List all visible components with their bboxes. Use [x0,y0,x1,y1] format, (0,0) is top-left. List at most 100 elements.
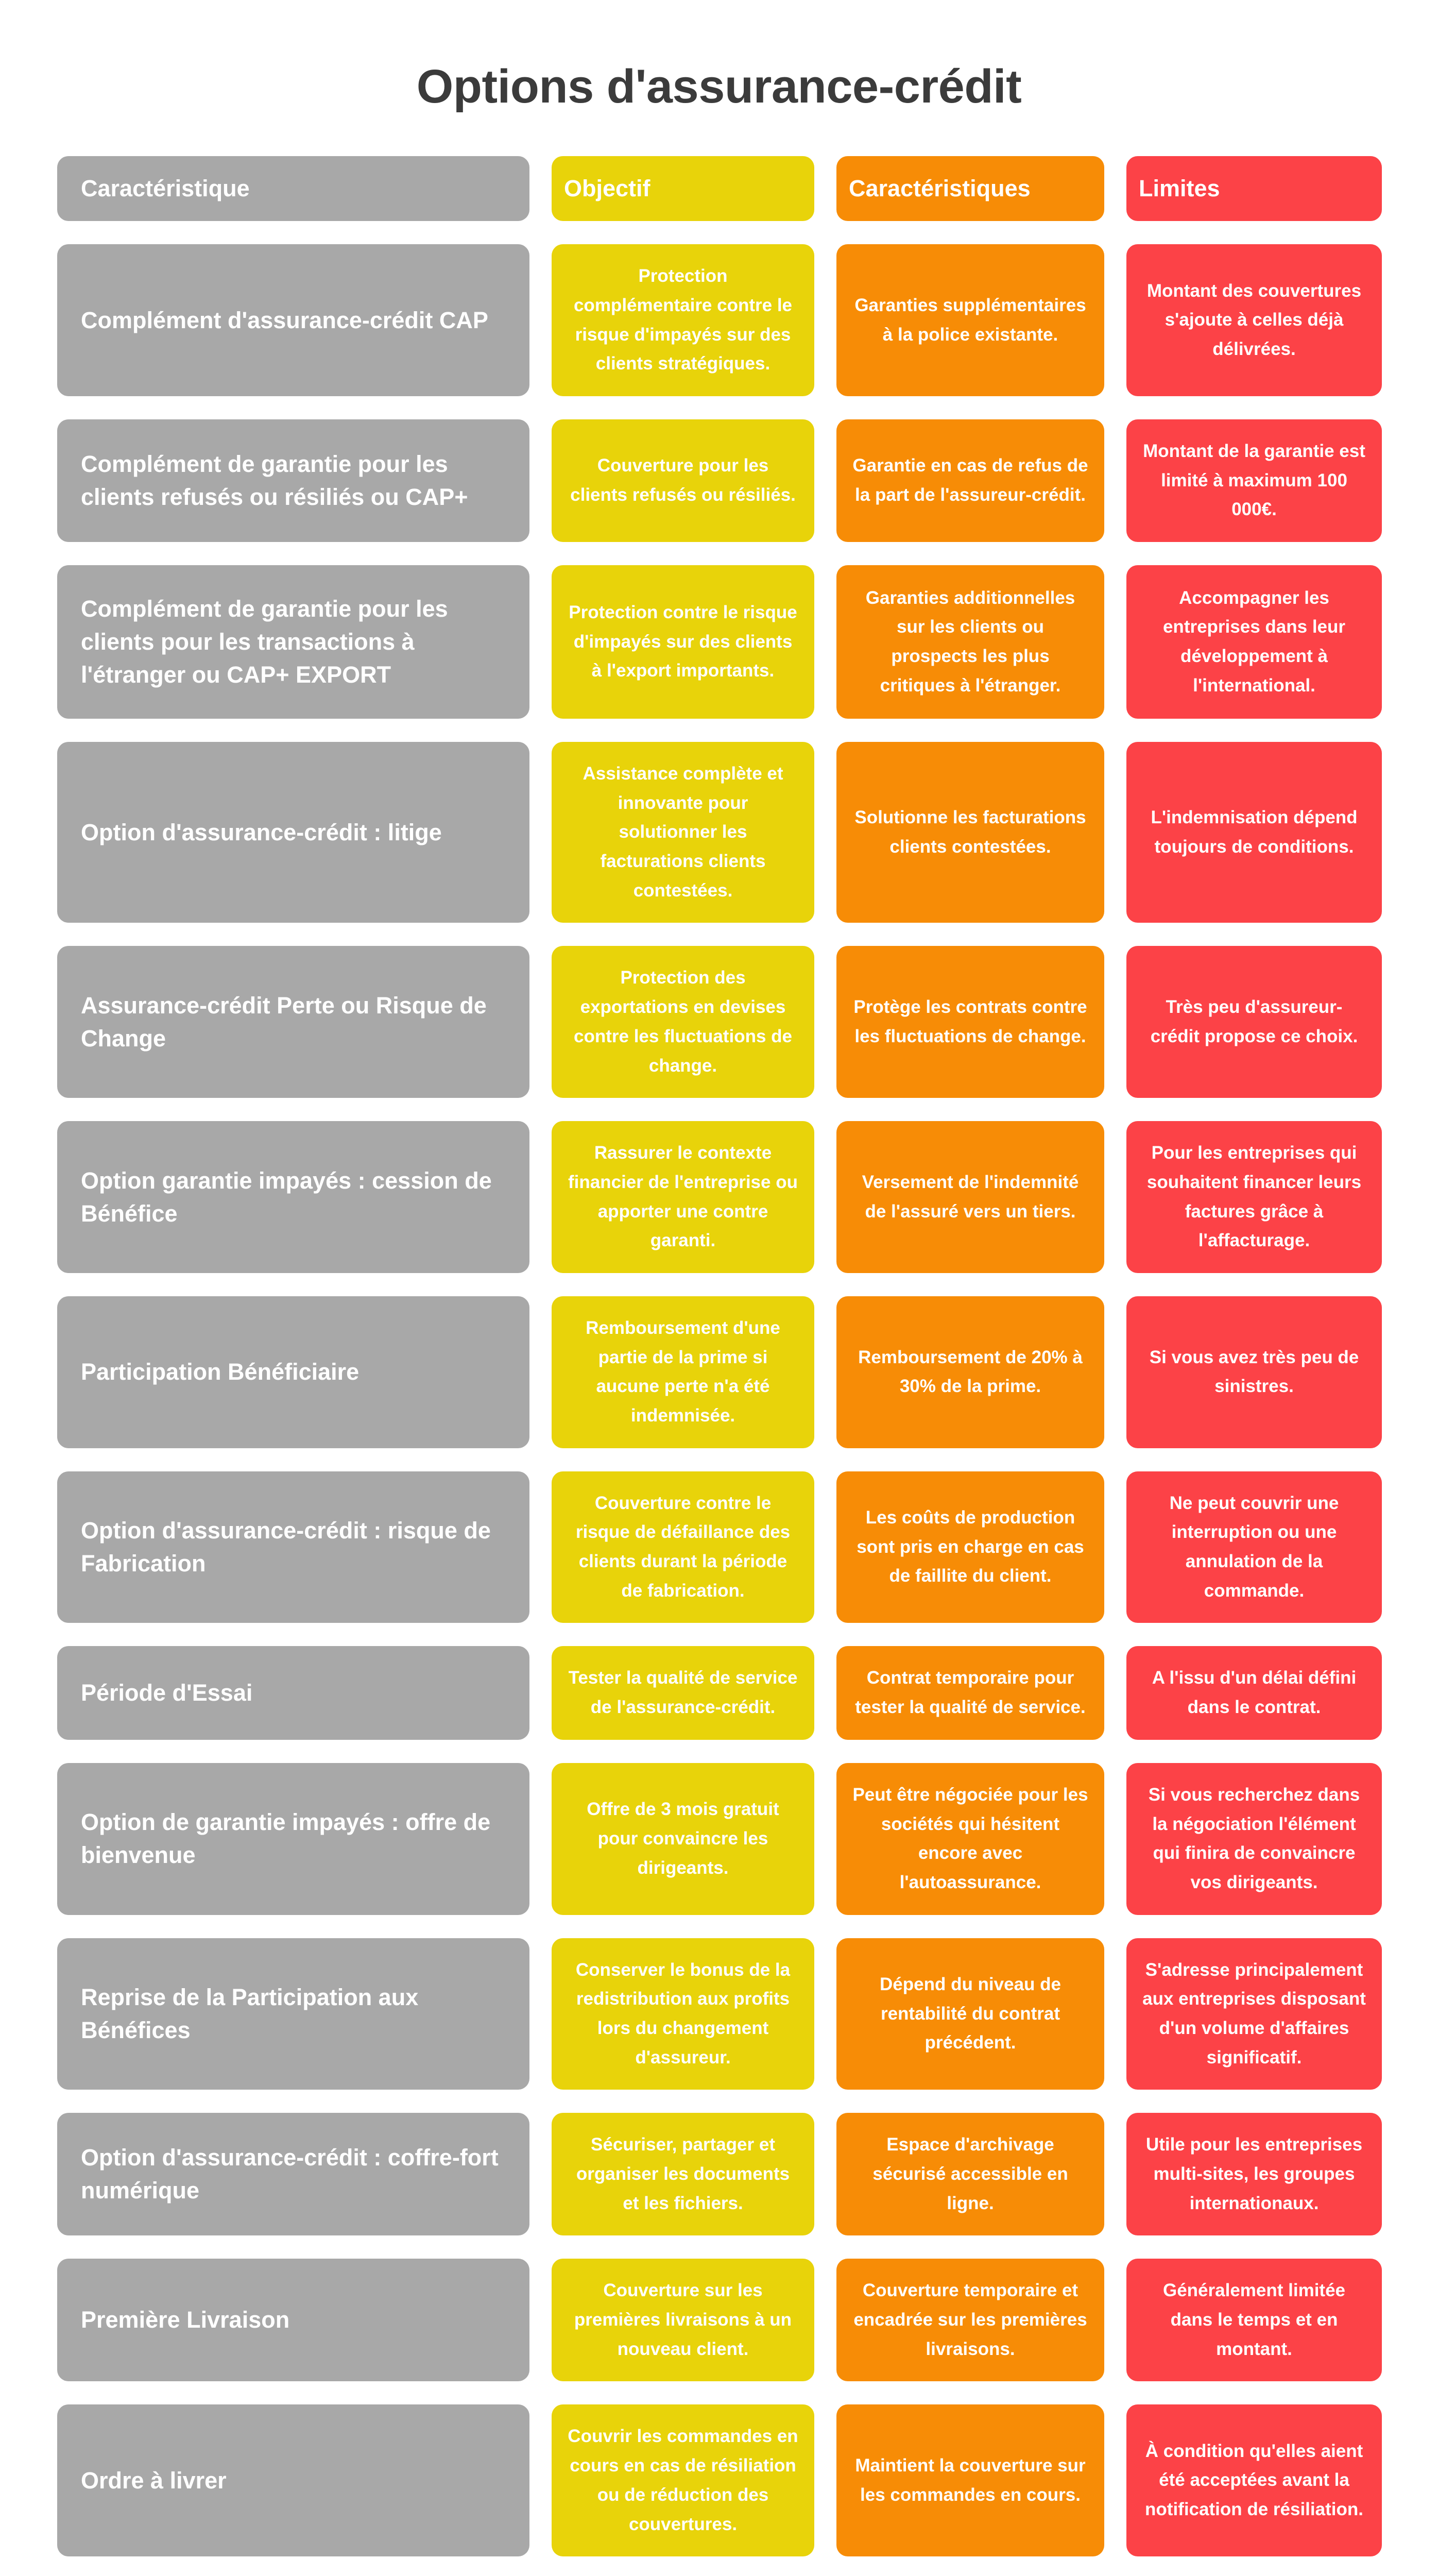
table-cell-limites: Si vous recherchez dans la négociation l… [1126,1762,1382,1915]
table-cell-limites: Pour les entreprises qui souhaitent fina… [1126,1121,1382,1273]
table-row: Option de garantie impayés : offre de bi… [57,1762,1382,1915]
cell-text-caracteristiques: Garanties supplémentaires à la police ex… [854,295,1086,345]
table-row: Complément d'assurance-crédit CAP Protect… [57,244,1382,396]
cell-text-limites: Très peu d'assureur-crédit propose ce ch… [1150,997,1358,1046]
cell-text-caracteristiques: Garantie en cas de refus de la part de l… [852,455,1088,505]
cell-text-caracteristiques: Versement de l'indemnité de l'assuré ver… [862,1172,1079,1222]
table-cell-feature: Reprise de la Participation aux Bénéfice… [57,1938,529,2090]
cell-text-feature: Option d'assurance-crédit : coffre-fort … [81,2144,499,2204]
table-row: Première Livraison Couverture sur les pre… [57,2259,1382,2382]
table-cell-limites: Accompagner les entreprises dans leur dé… [1126,565,1382,719]
table-cell-objectif: Sécuriser, partager et organiser les doc… [552,2113,814,2236]
cell-text-limites: Montant des couvertures s'ajoute à celle… [1146,280,1362,359]
table-cell-objectif: Offre de 3 mois gratuit pour convaincre … [552,1762,814,1915]
cell-text-limites: À condition qu'elles aient été acceptées… [1145,2441,1363,2520]
cell-text-objectif: Protection complémentaire contre le risq… [573,266,793,374]
table-row: Option d'assurance-crédit : coffre-fort … [57,2113,1382,2236]
table-cell-objectif: Remboursement d'une partie de la prime s… [552,1296,814,1448]
cell-text-caracteristiques: Peut être négociée pour les sociétés qui… [852,1784,1088,1892]
cell-text-caracteristiques: Les coûts de production sont pris en cha… [857,1507,1084,1586]
cell-text-limites: A l'issu d'un délai défini dans le contr… [1152,1668,1357,1718]
cell-text-objectif: Remboursement d'une partie de la prime s… [586,1317,780,1426]
cell-text-limites: Utile pour les entreprises multi-sites, … [1145,2134,1363,2213]
table-row: Option d'assurance-crédit : litige Assist… [57,742,1382,923]
cell-text-limites: Montant de la garantie est limité à maxi… [1143,440,1365,520]
table-row: Période d'Essai Tester la qualité de serv… [57,1646,1382,1740]
table-cell-objectif: Conserver le bonus de la redistribution … [552,1938,814,2090]
cell-text-caracteristiques: Garanties additionnelles sur les clients… [865,587,1075,696]
table-cell-limites: Montant des couvertures s'ajoute à celle… [1126,244,1382,396]
table-cell-feature: Période d'Essai [57,1646,529,1740]
header-label-objectif: Objectif [564,175,650,202]
cell-text-caracteristiques: Protège les contrats contre les fluctuat… [853,997,1087,1046]
table-row: Ordre à livrer Couvrir les commandes en c… [57,2404,1382,2557]
cell-text-caracteristiques: Couverture temporaire et encadrée sur le… [853,2280,1087,2359]
cell-text-limites: S'adresse principalement aux entreprises… [1142,1959,1366,2067]
table-cell-feature: Ordre à livrer [57,2404,529,2557]
table-cell-feature: Complément de garantie pour les clients … [57,565,529,719]
table-cell-limites: À condition qu'elles aient été acceptées… [1126,2404,1382,2557]
cell-text-feature: Option garantie impayés : cession de Bén… [81,1167,492,1227]
cell-text-caracteristiques: Solutionne les facturations clients cont… [854,807,1086,857]
table-cell-caracteristiques: Espace d'archivage sécurisé accessible e… [836,2113,1104,2236]
table-cell-objectif: Couverture pour les clients refusés ou r… [552,419,814,542]
table-cell-limites: Généralement limitée dans le temps et en… [1126,2259,1382,2382]
table-cell-limites: S'adresse principalement aux entreprises… [1126,1938,1382,2090]
cell-text-objectif: Protection contre le risque d'impayés su… [569,602,797,681]
table-cell-caracteristiques: Contrat temporaire pour tester la qualit… [836,1646,1104,1740]
cell-text-feature: Option d'assurance-crédit : risque de Fa… [81,1517,491,1577]
table-cell-limites: Ne peut couvrir une interruption ou une … [1126,1471,1382,1623]
table-cell-feature: Option garantie impayés : cession de Bén… [57,1121,529,1273]
table-row: Participation Bénéficiaire Remboursement … [57,1296,1382,1448]
table-cell-caracteristiques: Versement de l'indemnité de l'assuré ver… [836,1121,1104,1273]
table-cell-caracteristiques: Garanties supplémentaires à la police ex… [836,244,1104,396]
table-cell-feature: Option d'assurance-crédit : litige [57,742,529,923]
cell-text-limites: L'indemnisation dépend toujours de condi… [1151,807,1358,857]
table-header-row: Caractéristique Objectif Caractéristique… [57,156,1382,222]
table-cell-objectif: Couverture sur les premières livraisons … [552,2259,814,2382]
table-cell-limites: Très peu d'assureur-crédit propose ce ch… [1126,946,1382,1098]
cell-text-feature: Complément de garantie pour les clients … [81,451,468,510]
table-cell-objectif: Couverture contre le risque de défaillan… [552,1471,814,1623]
table-cell-caracteristiques: Protège les contrats contre les fluctuat… [836,946,1104,1098]
cell-text-limites: Ne peut couvrir une interruption ou une … [1169,1493,1339,1601]
header-label-feature: Caractéristique [81,175,250,202]
cell-text-caracteristiques: Dépend du niveau de rentabilité du contr… [880,1974,1061,2053]
table-row: Option d'assurance-crédit : risque de Fa… [57,1471,1382,1623]
table-cell-objectif: Assistance complète et innovante pour so… [552,742,814,923]
table-cell-objectif: Tester la qualité de service de l'assura… [552,1646,814,1740]
page-title: Options d'assurance-crédit [416,60,1022,113]
table-cell-feature: Complément de garantie pour les clients … [57,419,529,542]
cell-text-limites: Généralement limitée dans le temps et en… [1162,2280,1346,2359]
table-cell-caracteristiques: Solutionne les facturations clients cont… [836,742,1104,923]
table-cell-feature: Complément d'assurance-crédit CAP [57,244,529,396]
table-cell-caracteristiques: Couverture temporaire et encadrée sur le… [836,2259,1104,2382]
table-cell-objectif: Protection complémentaire contre le risq… [552,244,814,396]
cell-text-objectif: Sécuriser, partager et organiser les doc… [576,2134,790,2213]
cell-text-caracteristiques: Contrat temporaire pour tester la qualit… [855,1668,1086,1718]
cell-text-caracteristiques: Maintient la couverture sur les commande… [855,2455,1086,2505]
cell-text-caracteristiques: Remboursement de 20% à 30% de la prime. [858,1347,1083,1397]
table-cell-caracteristiques: Garantie en cas de refus de la part de l… [836,419,1104,542]
cell-text-caracteristiques: Espace d'archivage sécurisé accessible e… [872,2134,1068,2213]
table-cell-caracteristiques: Les coûts de production sont pris en cha… [836,1471,1104,1623]
cell-text-limites: Si vous avez très peu de sinistres. [1149,1347,1359,1397]
cell-text-feature: Complément de garantie pour les clients … [81,596,448,688]
cell-text-feature: Ordre à livrer [81,2467,227,2494]
cell-text-feature: Assurance-crédit Perte ou Risque de Chan… [81,992,487,1052]
table-cell-caracteristiques: Peut être négociée pour les sociétés qui… [836,1762,1104,1915]
table-cell-feature: Option d'assurance-crédit : coffre-fort … [57,2113,529,2236]
table-cell-feature: Option d'assurance-crédit : risque de Fa… [57,1471,529,1623]
cell-text-objectif: Couverture contre le risque de défaillan… [575,1493,791,1601]
table-cell-caracteristiques: Garanties additionnelles sur les clients… [836,565,1104,719]
table-cell-caracteristiques: Remboursement de 20% à 30% de la prime. [836,1296,1104,1448]
cell-text-limites: Accompagner les entreprises dans leur dé… [1162,587,1346,696]
cell-text-feature: Participation Bénéficiaire [81,1359,360,1385]
table-cell-limites: Si vous avez très peu de sinistres. [1126,1296,1382,1448]
cell-text-objectif: Couverture sur les premières livraisons … [574,2280,792,2359]
table-cell-caracteristiques: Maintient la couverture sur les commande… [836,2404,1104,2557]
cell-text-objectif: Tester la qualité de service de l'assura… [568,1668,798,1718]
header-label-caracteristiques: Caractéristiques [849,175,1031,202]
table-cell-caracteristiques: Dépend du niveau de rentabilité du contr… [836,1938,1104,2090]
